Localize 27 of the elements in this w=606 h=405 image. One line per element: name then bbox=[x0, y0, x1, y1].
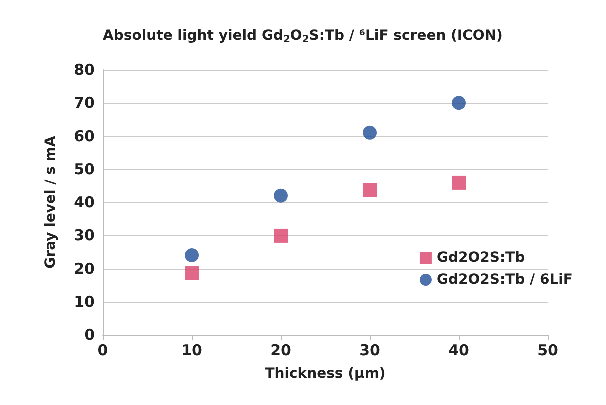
y-tick-label: 0 bbox=[84, 326, 95, 344]
point bbox=[185, 266, 199, 280]
y-tick-label: 50 bbox=[74, 160, 95, 178]
point bbox=[452, 96, 466, 110]
y-tick-label: 20 bbox=[74, 260, 95, 278]
point bbox=[363, 183, 377, 198]
y-tick-label: 30 bbox=[74, 226, 95, 245]
y-tick-label: 70 bbox=[74, 94, 95, 112]
x-tick-label: 0 bbox=[98, 342, 108, 360]
x-axis-title: Thickness (μm) bbox=[265, 366, 386, 382]
x-tick-label: 10 bbox=[182, 342, 202, 360]
x-tick-label: 40 bbox=[448, 342, 470, 360]
y-tick-label: 60 bbox=[74, 127, 95, 146]
legend-label: Gd2O2S:Tb bbox=[436, 250, 526, 266]
y-tick-label: 10 bbox=[74, 292, 95, 311]
point bbox=[452, 176, 466, 190]
x-tick-label: 50 bbox=[538, 342, 558, 360]
point bbox=[274, 228, 288, 243]
point bbox=[185, 248, 199, 262]
y-tick-label: 40 bbox=[74, 194, 95, 212]
y-axis-title: Gray level / s mA bbox=[43, 136, 59, 269]
x-tick-label: 30 bbox=[360, 342, 380, 360]
y-tick-label: 80 bbox=[74, 61, 95, 79]
point bbox=[363, 126, 377, 140]
legend-label: Gd2O2S:Tb / 6LiF bbox=[436, 272, 574, 288]
x-tick-label: 20 bbox=[270, 342, 292, 360]
point bbox=[274, 188, 288, 203]
